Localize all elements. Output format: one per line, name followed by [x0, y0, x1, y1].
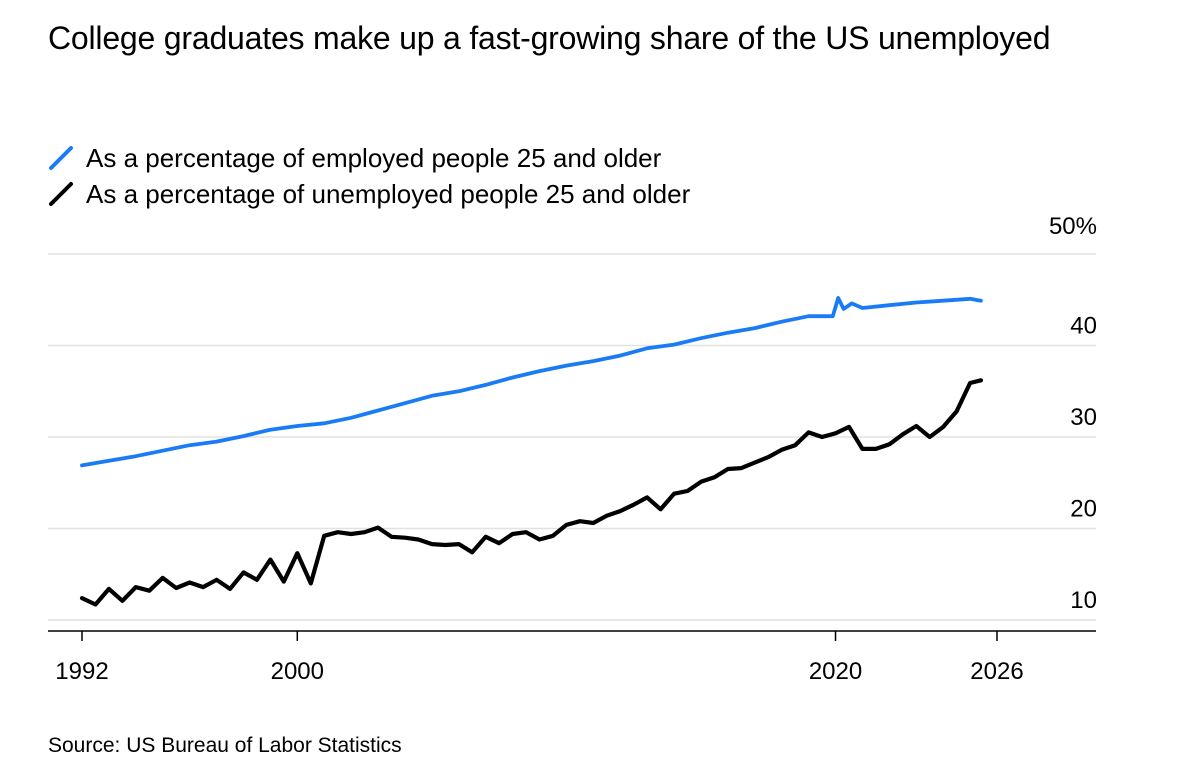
legend-swatch-employed: [49, 146, 73, 170]
legend-label-employed: As a percentage of employed people 25 an…: [86, 142, 662, 173]
y-tick-label-30: 30: [1070, 404, 1097, 431]
y-tick-label-40: 40: [1070, 313, 1097, 340]
line-chart: 10 20 30 40 50% 1992 2000 2020 2026: [48, 213, 1097, 685]
y-tick-label-10: 10: [1070, 587, 1097, 614]
x-axis: [48, 630, 1096, 641]
series-line-unemployed: [79, 378, 984, 607]
series-line-employed: [80, 295, 983, 468]
x-tick-label-2020: 2020: [809, 658, 862, 685]
x-tick-label-2026: 2026: [970, 658, 1023, 685]
legend-item-unemployed: As a percentage of unemployed people 25 …: [48, 176, 690, 212]
y-tick-label-50: 50%: [1049, 213, 1097, 240]
x-tick-label-1992: 1992: [55, 658, 108, 685]
y-tick-label-20: 20: [1070, 496, 1097, 523]
y-axis-labels: 10 20 30 40 50%: [1049, 213, 1097, 614]
source-note: Source: US Bureau of Labor Statistics: [48, 734, 402, 757]
legend-swatch-unemployed: [49, 182, 73, 206]
chart-title: College graduates make up a fast-growing…: [48, 20, 1051, 56]
series-lines: [79, 295, 984, 607]
gridlines: [48, 253, 1096, 621]
legend: As a percentage of employed people 25 an…: [48, 140, 690, 212]
x-axis-labels: 1992 2000 2020 2026: [55, 658, 1023, 685]
legend-item-employed: As a percentage of employed people 25 an…: [48, 140, 690, 176]
legend-label-unemployed: As a percentage of unemployed people 25 …: [86, 178, 691, 209]
x-tick-label-2000: 2000: [271, 658, 324, 685]
